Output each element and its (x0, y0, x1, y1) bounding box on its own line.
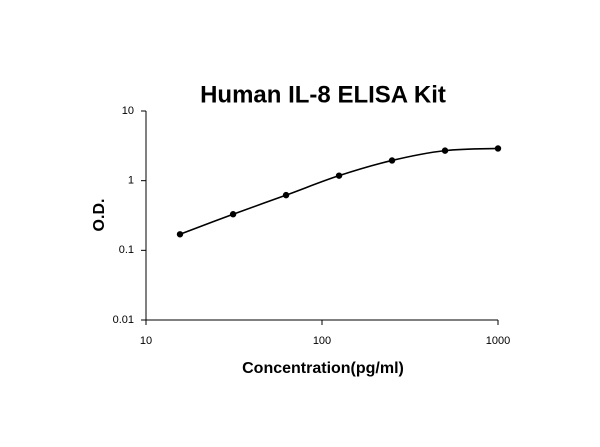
y-axis-title: O.D. (91, 199, 108, 232)
x-tick-label: 100 (313, 335, 331, 347)
y-tick-label: 0.1 (119, 244, 134, 256)
x-tick-label: 1000 (486, 335, 510, 347)
fit-curve (179, 147, 499, 236)
data-point (388, 157, 396, 164)
x-tick-label: 10 (140, 335, 152, 347)
data-point (282, 191, 290, 199)
y-tick-label: 1 (128, 175, 134, 187)
data-point (494, 145, 502, 152)
data-point (176, 231, 184, 238)
data-point (229, 211, 237, 218)
chart-title: Human IL-8 ELISA Kit (200, 81, 446, 108)
y-tick-label: 10 (122, 105, 134, 117)
data-point (441, 147, 449, 154)
data-point (335, 172, 343, 179)
y-tick-label: 0.01 (113, 314, 134, 326)
x-axis-title: Concentration(pg/ml) (242, 360, 404, 377)
